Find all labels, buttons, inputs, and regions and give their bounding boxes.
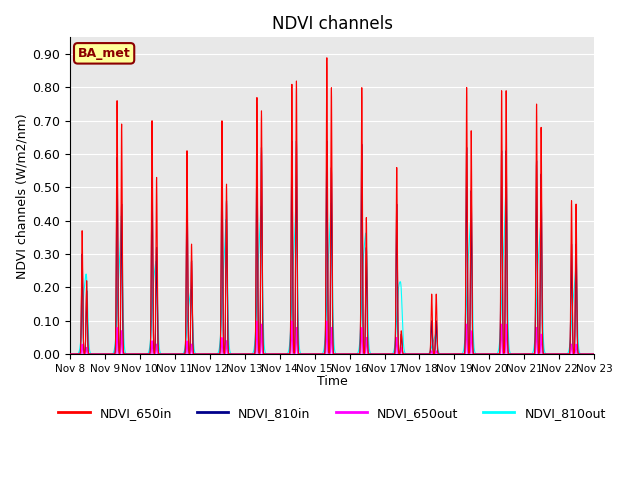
NDVI_810out [502,191,509,197]
Line: NDVI_810out: NDVI_810out [70,194,595,354]
NDVI_650in [323,55,331,60]
NDVI_650out [253,318,260,324]
Line: NDVI_810in: NDVI_810in [70,141,595,354]
Line: NDVI_650out: NDVI_650out [70,321,595,354]
NDVI_810out [262,351,270,357]
NDVI_810in [589,351,596,357]
NDVI_810in [479,351,486,357]
NDVI_810in [288,138,296,144]
NDVI_810in [178,351,186,357]
NDVI_650in [178,351,186,357]
Y-axis label: NDVI channels (W/m2/nm): NDVI channels (W/m2/nm) [15,113,28,278]
Title: NDVI channels: NDVI channels [271,15,392,33]
NDVI_650out [479,351,486,357]
NDVI_650in [262,351,270,357]
NDVI_650in [591,351,598,357]
Legend: NDVI_650in, NDVI_810in, NDVI_650out, NDVI_810out: NDVI_650in, NDVI_810in, NDVI_650out, NDV… [53,402,611,424]
NDVI_810out [178,351,186,357]
NDVI_810out [479,351,486,357]
Text: BA_met: BA_met [77,47,131,60]
NDVI_650in [589,351,596,357]
NDVI_650in [66,351,74,357]
NDVI_810out [404,351,412,357]
NDVI_650out [404,351,412,357]
NDVI_650out [588,351,596,357]
NDVI_810out [66,351,74,357]
NDVI_810out [591,351,598,357]
NDVI_650out [173,351,180,357]
NDVI_810out [589,351,596,357]
NDVI_650out [178,351,186,357]
NDVI_650out [66,351,74,357]
NDVI_810in [591,351,598,357]
NDVI_810in [173,351,180,357]
NDVI_650in [173,351,180,357]
NDVI_810out [173,351,180,357]
NDVI_650in [479,351,486,357]
Line: NDVI_650in: NDVI_650in [70,58,595,354]
NDVI_650out [591,351,598,357]
NDVI_650in [404,351,412,357]
NDVI_810in [404,351,412,357]
NDVI_810in [262,351,270,357]
X-axis label: Time: Time [317,375,348,388]
NDVI_810in [66,351,74,357]
NDVI_650out [589,351,596,357]
NDVI_650out [262,351,270,357]
